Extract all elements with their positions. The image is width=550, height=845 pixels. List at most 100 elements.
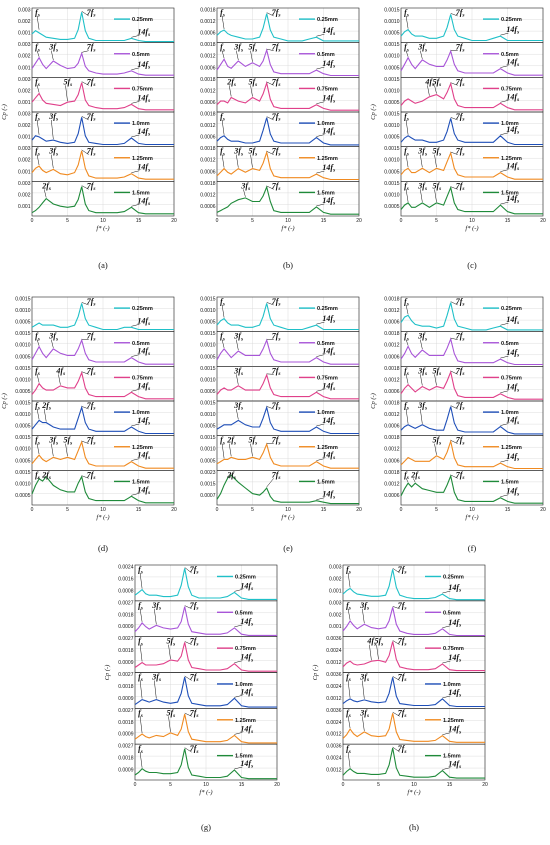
annotation-arrow — [81, 116, 89, 121]
series-line-0.25mm — [31, 12, 174, 43]
annotation-label: 3fs — [417, 147, 427, 158]
annotation-arrow — [347, 752, 351, 768]
y-tick-label: 0.0015 — [15, 366, 31, 372]
subplot-0.5mm: 0.0027 0.0018 0.0009 0.5mm fs 3fs 7fs 14fs — [118, 600, 278, 637]
y-tick-label: 0.0018 — [384, 470, 400, 476]
legend-label: 0.75mm — [132, 375, 153, 381]
annotation-label: 5fs — [433, 436, 442, 447]
annotation-arrow — [221, 50, 225, 59]
x-tick-label: 20 — [274, 782, 280, 788]
subplot-0.5mm: 0.003 0.002 0.001 0.5mm fs 3fs 7fs 14fs — [329, 600, 486, 637]
annotation-arrow — [500, 32, 509, 36]
annotation-arrow — [81, 371, 89, 375]
subplot-frame — [216, 181, 360, 217]
subplot-0.5mm: 0.0018 0.0012 0.0006 0.5mm fs 3fs 7fs 14fs — [384, 331, 544, 367]
annotation-label: fs — [346, 565, 351, 576]
y-tick-label: 0.0018 — [384, 435, 400, 441]
y-tick-label: 0.003 — [18, 42, 31, 48]
y-tick-label: 0.0006 — [200, 204, 216, 210]
annotation-label: 7fs — [87, 470, 96, 481]
annotation-arrow — [184, 675, 192, 681]
y-tick-label: 0.0010 — [15, 308, 31, 314]
y-tick-label: 0.0015 — [384, 42, 400, 48]
y-tick-label: 0.0006 — [384, 424, 400, 430]
legend-label: 0.5mm — [132, 341, 150, 347]
x-axis-label: f* (-) — [407, 789, 420, 796]
annotation-label: 14fs — [137, 381, 150, 392]
y-tick-label: 0.0024 — [326, 684, 342, 690]
y-tick-label: 0.0036 — [326, 744, 342, 750]
subplot-0.25mm: 0.003 0.002 0.001 0.25mm fs 7fs 14fs — [329, 565, 486, 602]
panel-caption: (h) — [409, 822, 419, 832]
y-tick-label: 0.0015 — [15, 435, 31, 441]
series-line-0.75mm — [31, 370, 174, 400]
x-tick-label: 10 — [100, 507, 106, 513]
y-tick-label: 0.0005 — [15, 354, 31, 360]
annotation-label: 7fs — [456, 436, 465, 447]
y-tick-label: 0.0010 — [384, 192, 400, 198]
x-tick-label: 5 — [251, 507, 254, 513]
annotation-label: fs — [35, 470, 40, 481]
annotation-label: 7fs — [272, 112, 281, 123]
x-tick-label: 5 — [435, 218, 438, 224]
y-tick-label: 0.0012 — [200, 88, 216, 94]
annotation-label: fs — [35, 436, 40, 447]
annotation-label: 7fs — [87, 77, 96, 88]
y-tick-label: 0.0010 — [384, 158, 400, 164]
y-tick-label: 0.0010 — [200, 447, 216, 453]
annotation-arrow — [405, 119, 409, 135]
legend-label: 1.25mm — [501, 156, 522, 162]
annotation-arrow — [362, 680, 365, 699]
annotation-label: 14fs — [240, 653, 253, 664]
y-tick-label: 0.0010 — [200, 377, 216, 383]
annotation-label: 7fs — [87, 366, 96, 377]
y-tick-label: 0.003 — [18, 112, 31, 118]
annotation-label: 2fs — [226, 470, 236, 481]
subplot-0.75mm: 0.0015 0.0010 0.0005 0.75mm fs 4fs 7fs 14fs — [15, 366, 175, 402]
x-tick-label: 10 — [411, 782, 417, 788]
x-axis-label: f* (-) — [281, 225, 294, 232]
y-tick-label: 0.001 — [18, 135, 31, 141]
annotation-arrow — [234, 766, 243, 770]
annotation-label: 7fs — [398, 565, 407, 576]
y-tick-label: 0.0010 — [15, 481, 31, 487]
y-tick-label: 0.0012 — [326, 696, 342, 702]
legend-label: 0.25mm — [132, 306, 153, 312]
x-tick-label: 20 — [356, 507, 362, 513]
annotation-arrow — [131, 458, 140, 461]
legend-label: 1.0mm — [317, 410, 335, 416]
annotation-arrow — [405, 154, 409, 168]
annotation-label: 3fs — [417, 332, 427, 343]
annotation-label: 7fs — [272, 470, 281, 481]
annotation-arrow — [500, 65, 509, 68]
subplot-1.5mm: 0.0015 0.0010 0.0005 1.5mm fs 3fs 5fs 7fs 14fs — [384, 181, 544, 217]
annotation-label: 14fs — [322, 59, 335, 70]
annotation-label: 7fs — [398, 744, 407, 755]
annotation-label: fs — [35, 147, 40, 158]
series-line-0.25mm — [134, 568, 277, 600]
series-line-1.25mm — [134, 713, 277, 744]
annotation-arrow — [450, 474, 458, 479]
panel-caption: (d) — [98, 543, 108, 553]
y-tick-label: 0.0024 — [326, 648, 342, 654]
annotation-label: 14fs — [137, 196, 150, 207]
annotation-label: 4fs — [55, 366, 65, 377]
y-tick-label: 0.0012 — [384, 481, 400, 487]
annotation-label: fs — [138, 637, 143, 648]
annotation-arrow — [500, 322, 509, 326]
y-tick-label: 0.0012 — [326, 660, 342, 666]
series-line-1.5mm — [31, 186, 174, 215]
annotation-arrow — [434, 154, 437, 168]
annotation-label: fs — [35, 112, 40, 123]
series-line-0.25mm — [342, 569, 485, 601]
y-tick-label: 0.002 — [329, 576, 342, 582]
annotation-label: 3fs — [48, 147, 58, 158]
subplot-0.5mm: 0.0015 0.0010 0.0005 0.5mm fs 3fs 7fs 14fs — [200, 331, 360, 367]
annotation-label: fs — [138, 708, 143, 719]
annotation-arrow — [43, 189, 47, 198]
y-tick-label: 0.0006 — [384, 354, 400, 360]
annotation-label: fs — [35, 43, 40, 54]
annotation-arrow — [266, 185, 274, 190]
annotation-arrow — [316, 170, 325, 174]
annotation-arrow — [442, 625, 451, 629]
